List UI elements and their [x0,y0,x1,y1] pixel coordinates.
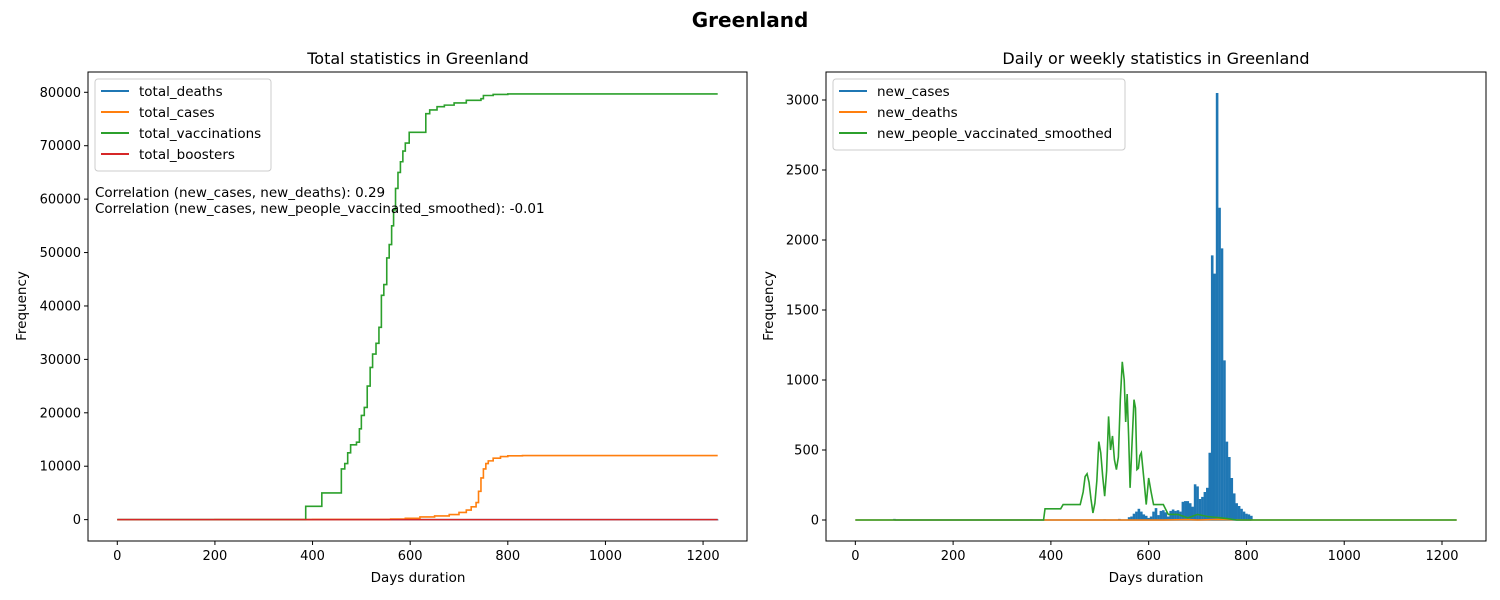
x-tick-label: 600 [1136,549,1161,564]
series-line-new-people-vaccinated-smoothed [855,361,1457,521]
legend-label-total-vaccinations: total_vaccinations [139,126,261,142]
panel-title: Total statistics in Greenland [306,49,529,68]
legend-label-total-deaths: total_deaths [139,84,223,100]
x-tick-label: 800 [1234,549,1259,564]
y-axis-label: Frequency [14,271,30,341]
y-tick-label: 1500 [786,304,819,319]
x-ticks: 0 200 400 600 800 1000 1200 [113,541,720,564]
x-tick-label: 1000 [1328,549,1361,564]
x-tick-label: 0 [851,549,859,564]
y-tick-label: 0 [73,513,81,528]
y-tick-label: 60000 [40,193,81,208]
x-tick-label: 0 [113,549,121,564]
x-ticks: 0 200 400 600 800 1000 1200 [851,541,1459,564]
y-tick-label: 50000 [40,246,81,261]
x-axis-label: Days duration [371,570,466,586]
legend-label-new-deaths: new_deaths [877,105,958,121]
x-tick-label: 400 [1038,549,1063,564]
y-tick-label: 0 [811,514,819,529]
axes-frame [825,71,1487,542]
legend: new_cases new_deaths new_people_vaccinated… [832,78,1126,151]
y-tick-label: 10000 [40,460,81,475]
y-ticks: 0 500 1000 1500 2000 2500 3000 [786,94,826,529]
plot-area [855,93,1457,521]
series-line-total-vaccinations [117,93,718,521]
legend-box [94,78,272,172]
correlation-annotation-1: Correlation (new_cases, new_deaths): 0.2… [95,185,385,201]
y-tick-label: 20000 [40,406,81,421]
figure-title: Greenland [692,8,809,32]
total-statistics-panel: Total statistics in Greenland Days durat… [14,49,748,586]
y-tick-label: 2000 [786,234,819,249]
y-tick-label: 3000 [786,94,819,109]
y-tick-label: 80000 [40,86,81,101]
y-tick-label: 2500 [786,164,819,179]
plot-area [117,93,719,521]
y-tick-label: 30000 [40,353,81,368]
x-tick-label: 1000 [589,549,622,564]
legend-label-new-cases: new_cases [877,84,950,100]
panel-title: Daily or weekly statistics in Greenland [1002,49,1309,68]
y-tick-label: 70000 [40,139,81,154]
x-tick-label: 800 [495,549,520,564]
x-tick-label: 1200 [687,549,720,564]
legend-label-total-cases: total_cases [139,105,215,121]
x-tick-label: 600 [398,549,423,564]
y-axis-label: Frequency [761,271,777,341]
y-tick-label: 40000 [40,299,81,314]
legend: total_deaths total_cases total_vaccination… [94,78,272,172]
y-tick-label: 500 [794,444,819,459]
x-tick-label: 1200 [1425,549,1458,564]
y-tick-label: 1000 [786,374,819,389]
x-axis-label: Days duration [1109,570,1204,586]
correlation-annotation-2: Correlation (new_cases, new_people_vacci… [95,201,545,217]
x-tick-label: 400 [300,549,325,564]
x-tick-label: 200 [203,549,228,564]
legend-label-new-people-vaccinated-smoothed: new_people_vaccinated_smoothed [877,126,1112,142]
y-ticks: 0 10000 20000 30000 40000 50000 60000 70000 8000… [40,86,88,528]
x-tick-label: 200 [941,549,966,564]
axes-frame [87,71,748,542]
daily-statistics-panel: Daily or weekly statistics in Greenland … [761,49,1487,586]
legend-box [832,78,1126,151]
legend-label-total-boosters: total_boosters [139,147,235,163]
